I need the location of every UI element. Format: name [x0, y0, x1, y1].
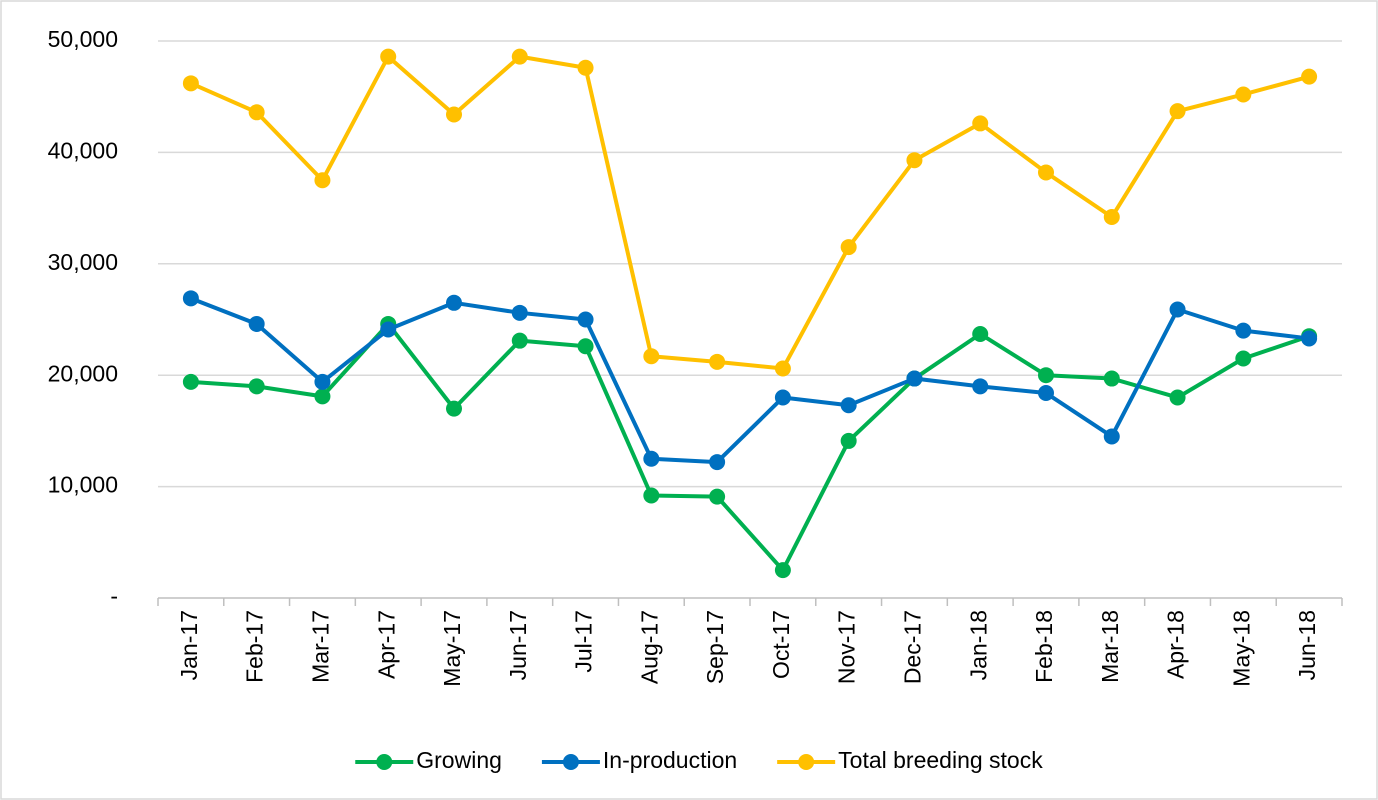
x-tick-label: Mar-18	[1097, 610, 1123, 683]
x-tick-label: Jun-18	[1294, 610, 1320, 680]
data-point	[380, 321, 397, 338]
data-point	[1235, 322, 1252, 339]
x-tick-label: Apr-18	[1163, 610, 1189, 679]
data-point	[1235, 86, 1252, 103]
data-point	[511, 304, 528, 321]
x-tick-label: Jan-18	[965, 610, 991, 680]
data-point	[1169, 389, 1186, 406]
legend-label: Total breeding stock	[838, 747, 1043, 773]
x-tick-label: May-18	[1228, 610, 1254, 687]
legend-label: Growing	[416, 747, 502, 773]
data-point	[1301, 68, 1318, 85]
legend: Growing In-production Total breeding stock	[355, 747, 1043, 773]
data-point	[1103, 428, 1120, 445]
data-point	[314, 172, 331, 189]
data-point	[248, 315, 265, 332]
x-tick-label: Oct-17	[768, 610, 794, 679]
legend-marker	[798, 754, 815, 770]
x-tick-label: May-17	[439, 610, 465, 687]
data-point	[248, 104, 265, 121]
y-tick-label: 30,000	[48, 249, 118, 275]
data-point	[1235, 350, 1252, 367]
data-point	[577, 59, 594, 76]
legend-label: In-production	[603, 747, 737, 773]
y-tick-label: 40,000	[48, 137, 118, 163]
data-point	[709, 488, 726, 505]
x-tick-label: Nov-17	[834, 610, 860, 684]
data-point	[314, 388, 331, 405]
data-point	[643, 348, 660, 365]
data-point	[1038, 367, 1054, 384]
y-tick-label: 10,000	[48, 472, 118, 498]
x-tick-label: Aug-17	[636, 610, 662, 684]
x-tick-label: Dec-17	[900, 610, 926, 684]
data-point	[511, 48, 528, 65]
data-point	[182, 290, 199, 307]
data-point	[248, 378, 265, 395]
data-point	[774, 562, 791, 579]
data-point	[774, 389, 791, 406]
data-point	[709, 353, 726, 370]
data-point	[1038, 385, 1054, 402]
data-point	[182, 75, 199, 92]
data-point	[643, 487, 660, 504]
legend-marker	[376, 754, 393, 770]
data-point	[1169, 301, 1186, 318]
x-tick-label: Apr-17	[373, 610, 399, 679]
data-point	[906, 370, 923, 387]
x-tick-label: Jan-17	[176, 610, 202, 680]
legend-marker	[562, 754, 579, 770]
x-tick-label: Jul-17	[571, 610, 597, 673]
data-point	[840, 239, 857, 256]
series-line	[190, 296, 1310, 465]
data-point	[1038, 164, 1054, 181]
data-point	[709, 454, 726, 471]
data-point	[774, 360, 791, 377]
data-point	[840, 397, 857, 414]
data-point	[577, 311, 594, 328]
data-point	[840, 432, 857, 449]
data-point	[182, 373, 199, 390]
y-tick-label: 20,000	[48, 360, 118, 386]
x-tick-label: Feb-17	[242, 610, 268, 683]
data-point	[1301, 330, 1318, 347]
data-point	[972, 115, 989, 132]
data-point	[314, 373, 331, 390]
y-tick-label: 50,000	[48, 26, 118, 52]
y-tick-label: -	[110, 583, 118, 609]
x-tick-label: Jun-17	[505, 610, 531, 680]
data-point	[577, 338, 594, 355]
data-point	[906, 152, 923, 169]
data-point	[380, 48, 397, 65]
data-point	[511, 332, 528, 349]
data-point	[972, 325, 989, 342]
x-tick-label: Sep-17	[702, 610, 728, 684]
data-point	[446, 400, 462, 417]
data-point	[446, 294, 462, 311]
data-point	[643, 450, 660, 467]
x-tick-label: Feb-18	[1031, 610, 1057, 683]
data-point	[1169, 103, 1186, 120]
data-point	[972, 378, 989, 395]
data-point	[1103, 370, 1120, 387]
data-point	[1103, 209, 1120, 226]
x-tick-label: Mar-17	[308, 610, 334, 683]
series-line	[190, 54, 1310, 371]
data-point	[446, 106, 462, 123]
